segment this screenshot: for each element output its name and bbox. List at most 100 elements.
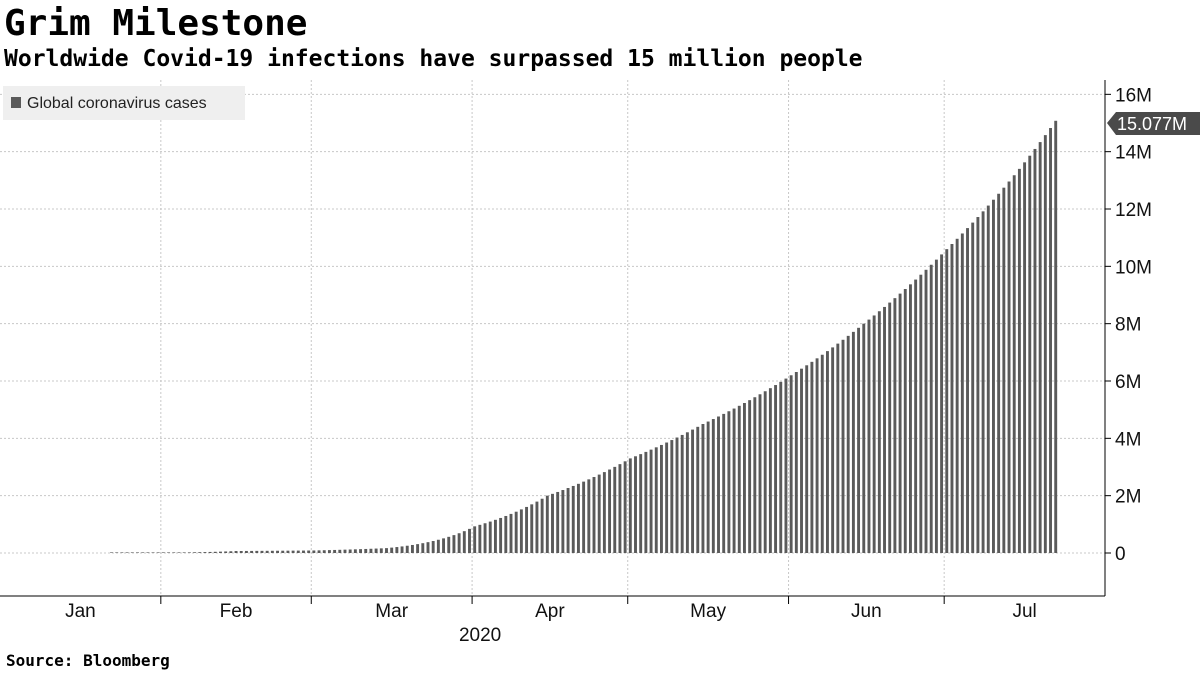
bar [493,519,497,553]
bar [244,550,248,553]
bar [909,284,912,553]
bar [826,351,829,553]
bar [680,434,684,553]
bar [582,481,586,553]
bar [805,365,809,553]
y-tick-label: 14M [1115,143,1152,164]
bar [649,449,653,553]
bar [177,552,181,553]
last-value-marker [1107,112,1200,135]
bar [374,548,378,553]
bar [551,493,554,553]
bar [348,549,352,553]
bar [110,552,113,553]
bar [270,550,274,553]
bar [447,536,451,553]
bar [291,550,295,553]
bar [1049,128,1052,553]
bar [436,539,440,553]
bar [343,549,347,553]
source-note: Source: Bloomberg [6,651,170,670]
y-tick-label: 10M [1115,257,1152,278]
bar [276,550,279,553]
bar [971,222,975,553]
bar [976,217,980,554]
bar [369,548,373,553]
bar [639,454,643,553]
bar [286,550,290,553]
bar [836,343,840,553]
bar [779,381,783,553]
bar [1002,187,1006,553]
bar [535,501,539,553]
bar [862,323,866,553]
bar [296,550,300,553]
bar [540,498,544,553]
bar [1007,181,1011,553]
bar [659,444,663,553]
bar [924,269,928,553]
x-month-label: Mar [375,601,408,622]
bar [234,551,238,553]
bar [737,405,741,553]
bar [473,526,477,553]
bar [1043,135,1047,553]
bar [929,264,933,553]
bar [872,315,876,553]
bar [462,531,466,553]
bar [810,361,814,553]
bar [846,335,850,553]
bar [265,550,269,553]
bar [250,550,254,553]
bar [623,461,627,553]
bar [198,552,202,553]
y-tick-label: 0 [1115,544,1126,565]
bar [379,548,383,553]
bar [608,469,612,553]
bar [514,511,518,553]
bar [120,552,124,553]
bar [182,552,186,553]
bar [602,472,606,553]
bar [727,411,731,553]
bar [151,552,155,553]
bar [203,552,207,553]
bar [696,426,700,553]
bar [193,552,196,553]
bar [685,432,689,553]
bar [914,279,918,553]
bar [545,495,549,553]
bar [997,193,1001,553]
bar [628,458,632,553]
bar [488,521,492,553]
bar [748,400,752,553]
bar [587,479,591,553]
bar [224,551,228,553]
bar [654,447,658,553]
bar [187,552,191,553]
bar [753,397,757,553]
bar [312,550,316,553]
bar [851,331,855,553]
bar [1017,168,1021,553]
bar [1033,148,1037,553]
bar [893,298,897,553]
bar [426,542,430,553]
bar [504,515,508,553]
bar [156,552,160,553]
bar [794,372,798,553]
bar [706,421,710,553]
bar [992,199,995,553]
bar [763,391,767,553]
bar [416,544,420,553]
bar [566,488,570,553]
bar [789,375,793,553]
bar [385,548,388,553]
last-value-callout: 15.077M [1107,112,1200,135]
bar [239,550,243,553]
x-month-label: Jul [1012,601,1036,622]
y-tick-label: 6M [1115,372,1141,393]
bar [405,545,409,553]
bar [722,413,726,553]
bar [592,477,596,553]
